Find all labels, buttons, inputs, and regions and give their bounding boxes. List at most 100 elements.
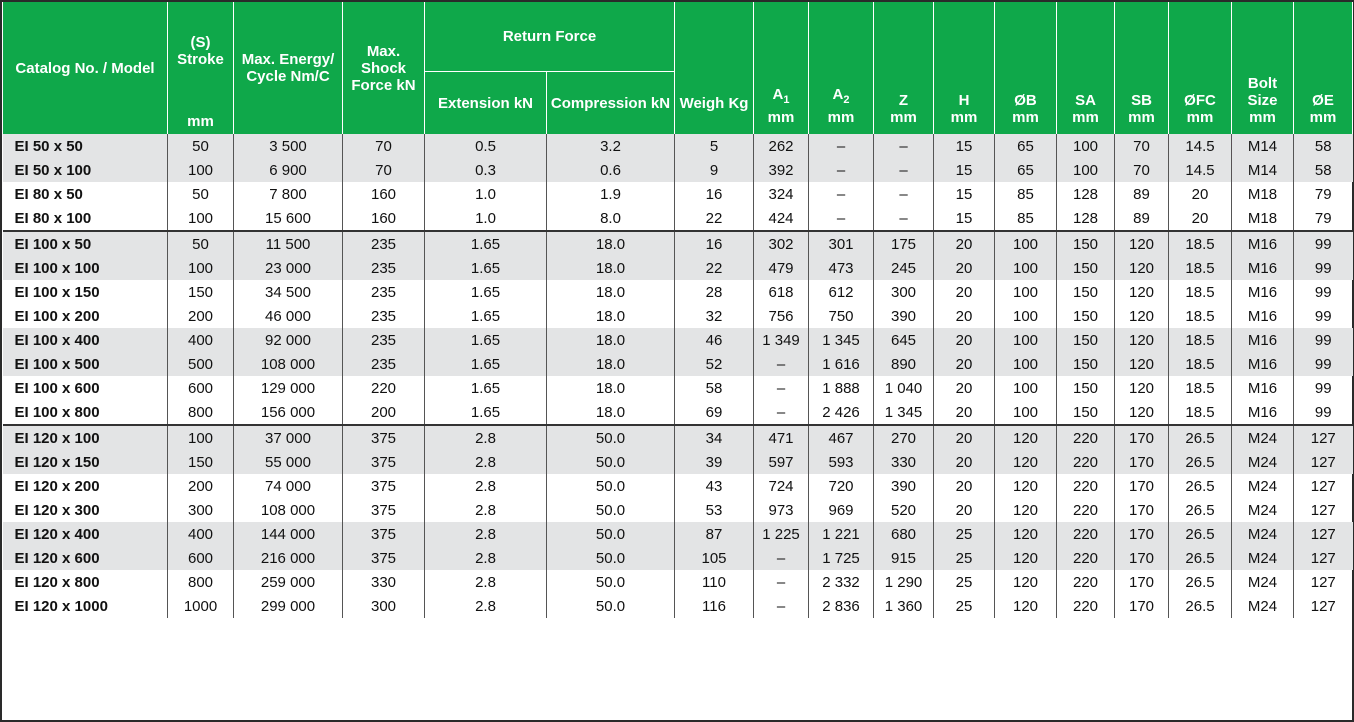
cell-ofc: 14.5: [1168, 134, 1232, 158]
cell-energy: 15 600: [233, 206, 343, 231]
cell-a2: –: [808, 158, 874, 182]
cell-ob: 120: [994, 570, 1057, 594]
cell-sa: 220: [1056, 594, 1115, 618]
cell-a2: –: [808, 206, 874, 231]
header-model: Catalog No. / Model: [2, 2, 168, 134]
cell-ofc: 26.5: [1168, 474, 1232, 498]
cell-sb: 89: [1114, 182, 1169, 206]
cell-compression: 18.0: [545, 376, 675, 400]
cell-oe: 99: [1293, 400, 1353, 425]
cell-weigh: 22: [674, 256, 754, 280]
cell-extension: 1.0: [424, 206, 547, 231]
cell-bolt-size: M14: [1231, 134, 1294, 158]
cell-z: 390: [873, 304, 934, 328]
cell-compression: 50.0: [545, 570, 675, 594]
cell-extension: 1.0: [424, 182, 547, 206]
cell-shock-force: 235: [342, 230, 425, 256]
cell-ob: 100: [994, 352, 1057, 376]
cell-energy: 299 000: [233, 594, 343, 618]
cell-model: EI 80 x 50: [14, 185, 83, 203]
cell-ofc: 26.5: [1168, 424, 1232, 450]
cell-h: 25: [933, 570, 995, 594]
cell-h: 20: [933, 280, 995, 304]
cell-stroke: 600: [167, 546, 234, 570]
cell-ofc: 18.5: [1168, 352, 1232, 376]
cell-stroke: 150: [167, 280, 234, 304]
cell-ob: 100: [994, 328, 1057, 352]
cell-energy: 6 900: [233, 158, 343, 182]
header-extension: Extension kN: [424, 71, 547, 134]
cell-ob: 85: [994, 182, 1057, 206]
header-oe: ØE mm: [1293, 2, 1354, 134]
cell-model: EI 50 x 50: [2, 134, 168, 158]
cell-energy: 46 000: [233, 304, 343, 328]
cell-a2: 593: [808, 450, 874, 474]
cell-sb: 120: [1114, 328, 1169, 352]
cell-sa: 220: [1056, 498, 1115, 522]
cell-oe: 127: [1293, 474, 1353, 498]
cell-oe: 99: [1293, 328, 1353, 352]
cell-sa: 220: [1056, 450, 1115, 474]
cell-extension: 2.8: [424, 570, 547, 594]
cell-shock-force: 330: [342, 570, 425, 594]
cell-compression: 18.0: [545, 304, 675, 328]
cell-oe: 58: [1293, 134, 1353, 158]
cell-bolt-size: M24: [1231, 474, 1294, 498]
cell-model: EI 120 x 1000: [14, 597, 108, 615]
cell-stroke: 300: [167, 498, 234, 522]
cell-z: 645: [873, 328, 934, 352]
cell-ofc: 14.5: [1168, 158, 1232, 182]
cell-h: 20: [933, 424, 995, 450]
cell-bolt-size: M24: [1231, 546, 1294, 570]
cell-energy: 37 000: [233, 424, 343, 450]
cell-sa: 150: [1056, 376, 1115, 400]
cell-compression: 18.0: [545, 352, 675, 376]
cell-stroke: 50: [167, 134, 234, 158]
cell-shock-force: 375: [342, 474, 425, 498]
cell-weigh: 5: [674, 134, 754, 158]
cell-sb: 120: [1114, 230, 1169, 256]
cell-ofc: 18.5: [1168, 400, 1232, 425]
cell-weigh: 16: [674, 230, 754, 256]
table-row: EI 120 x 100 100 37 000 375 2.8 50.0 34 471 467 2…: [2, 424, 1353, 450]
header-bolt-size: Bolt Size mm: [1231, 2, 1295, 134]
cell-sb: 120: [1114, 256, 1169, 280]
cell-h: 15: [933, 182, 995, 206]
cell-stroke: 100: [167, 158, 234, 182]
cell-oe: 99: [1293, 280, 1353, 304]
cell-oe: 99: [1293, 304, 1353, 328]
cell-sb: 170: [1114, 498, 1169, 522]
cell-energy: 156 000: [233, 400, 343, 425]
cell-a1: 1 349: [753, 328, 809, 352]
cell-extension: 2.8: [424, 498, 547, 522]
cell-model: EI 100 x 150: [14, 283, 100, 301]
cell-a1: 618: [753, 280, 809, 304]
cell-stroke: 50: [167, 182, 234, 206]
cell-a1: –: [753, 376, 809, 400]
cell-oe: 99: [1293, 376, 1353, 400]
table-body: EI 50 x 50 50 3 500 70 0.5 3.2 5 262– –15 65 100 70…: [2, 134, 1353, 618]
cell-bolt-size: M16: [1231, 328, 1294, 352]
header-weigh: Weigh Kg: [674, 2, 755, 134]
cell-stroke: 600: [167, 376, 234, 400]
cell-sa: 150: [1056, 328, 1115, 352]
cell-energy: 11 500: [233, 230, 343, 256]
cell-h: 25: [933, 546, 995, 570]
cell-z: –: [873, 158, 934, 182]
cell-z: 245: [873, 256, 934, 280]
cell-bolt-size: M16: [1231, 376, 1294, 400]
cell-shock-force: 160: [342, 206, 425, 231]
cell-model: EI 120 x 150: [2, 450, 168, 474]
cell-sa: 100: [1056, 134, 1115, 158]
header-ob: ØB mm: [994, 2, 1058, 134]
table-row: EI 100 x 800 800 156 000 200 1.65 18.0 69–2 42…: [3, 400, 1353, 425]
cell-z: –: [873, 182, 934, 206]
cell-sb: 89: [1114, 206, 1169, 231]
cell-weigh: 32: [674, 304, 754, 328]
cell-model: EI 100 x 800: [14, 403, 100, 421]
cell-sb: 70: [1114, 134, 1169, 158]
header-return-force: Return Force: [423, 2, 676, 72]
cell-ob: 100: [994, 280, 1057, 304]
cell-compression: 50.0: [545, 594, 675, 618]
cell-bolt-size: M24: [1231, 424, 1294, 450]
